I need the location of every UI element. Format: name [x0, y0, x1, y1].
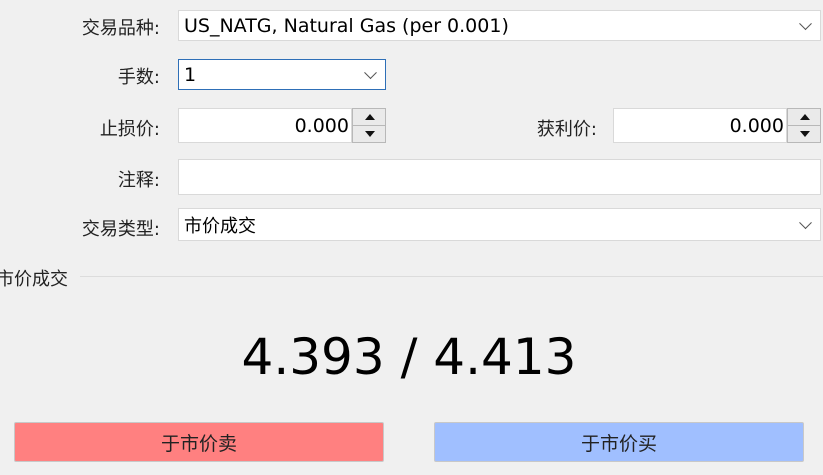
volume-label: 手数: [117, 67, 160, 88]
spin-down-icon[interactable] [353, 126, 385, 143]
order-type-label: 交易类型: [81, 219, 160, 240]
symbol-select[interactable]: US_NATG, Natural Gas (per 0.001) [178, 10, 821, 41]
stop-loss-spinner[interactable] [352, 108, 386, 143]
take-profit-spinner[interactable] [787, 108, 821, 143]
spin-up-icon[interactable] [353, 109, 385, 126]
buy-by-market-button[interactable]: 于市价买 [434, 422, 804, 462]
spin-down-icon[interactable] [788, 126, 820, 143]
stop-loss-label: 止损价: [99, 119, 160, 140]
chevron-down-icon [799, 215, 812, 229]
take-profit-input[interactable]: 0.000 [613, 108, 787, 143]
comment-input[interactable] [178, 159, 821, 195]
chevron-down-icon [364, 65, 377, 79]
volume-value: 1 [184, 63, 197, 86]
order-type-value: 市价成交 [184, 215, 256, 237]
symbol-label: 交易品种: [81, 18, 160, 39]
stop-loss-value: 0.000 [294, 114, 349, 137]
spin-up-icon[interactable] [788, 109, 820, 126]
stop-loss-input[interactable]: 0.000 [178, 108, 352, 143]
order-type-select[interactable]: 市价成交 [178, 208, 821, 241]
symbol-value: US_NATG, Natural Gas (per 0.001) [184, 14, 509, 37]
market-group-label: 市价成交 [0, 269, 68, 290]
group-divider [80, 276, 823, 277]
bid-ask-price: 4.393 / 4.413 [241, 328, 577, 386]
chevron-down-icon [799, 16, 812, 30]
take-profit-value: 0.000 [729, 114, 784, 137]
comment-label: 注释: [117, 170, 160, 191]
volume-combo[interactable]: 1 [178, 59, 386, 90]
take-profit-label: 获利价: [536, 119, 597, 140]
sell-by-market-button[interactable]: 于市价卖 [14, 422, 384, 462]
